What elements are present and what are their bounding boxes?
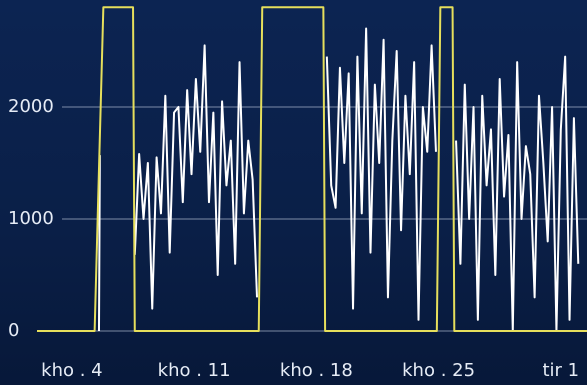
y-tick-label: 0 — [8, 320, 19, 341]
series-line — [37, 6, 587, 332]
y-tick-label: 2000 — [8, 96, 54, 117]
series-line — [97, 27, 580, 332]
x-tick-label: kho . 18 — [280, 360, 353, 381]
x-tick-label: tir 1 — [542, 360, 579, 381]
x-tick-label: kho . 25 — [402, 360, 475, 381]
x-tick-label: kho . 4 — [41, 360, 102, 381]
y-tick-label: 1000 — [8, 208, 54, 229]
x-tick-label: kho . 11 — [158, 360, 231, 381]
